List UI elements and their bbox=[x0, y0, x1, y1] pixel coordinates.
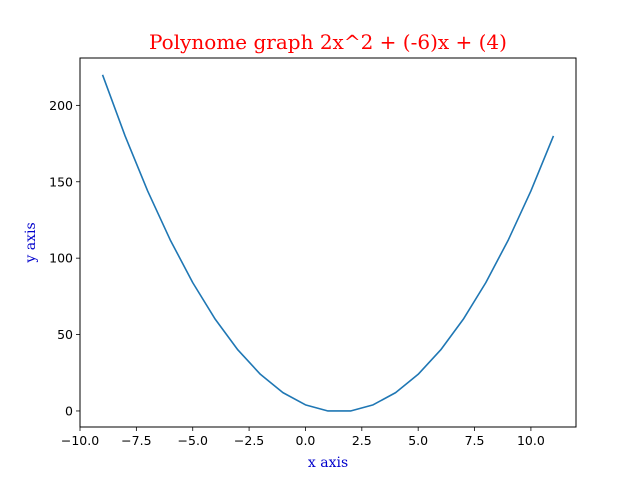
x-axis-ticks: −10.0 −7.5 −5.0 −2.5 0.0 2.5 5.0 7.5 10.0 bbox=[61, 427, 545, 448]
y-tick-label: 100 bbox=[49, 251, 73, 266]
x-tick-label: −7.5 bbox=[121, 433, 151, 448]
y-tick-label: 50 bbox=[57, 327, 73, 342]
y-tick-label: 150 bbox=[49, 174, 73, 189]
series-line-0 bbox=[101, 74, 555, 412]
x-tick-label: 10.0 bbox=[517, 433, 545, 448]
axes-frame bbox=[79, 57, 577, 428]
x-tick-label: 0.0 bbox=[296, 433, 316, 448]
x-tick-label: 7.5 bbox=[465, 433, 485, 448]
y-axis-ticks: 0 50 100 150 200 bbox=[49, 98, 80, 418]
x-tick-label: −2.5 bbox=[234, 433, 264, 448]
chart-title: Polynome graph 2x^2 + (-6)x + (4) bbox=[149, 30, 507, 54]
y-tick-label: 200 bbox=[49, 98, 73, 113]
y-tick-label: 0 bbox=[65, 403, 73, 418]
plot-area bbox=[101, 74, 555, 412]
x-axis-label: x axis bbox=[308, 455, 348, 471]
x-tick-label: −10.0 bbox=[61, 433, 99, 448]
x-tick-label: 5.0 bbox=[408, 433, 428, 448]
x-tick-label: 2.5 bbox=[352, 433, 372, 448]
y-axis-label: y axis bbox=[23, 222, 39, 263]
x-tick-label: −5.0 bbox=[178, 433, 208, 448]
